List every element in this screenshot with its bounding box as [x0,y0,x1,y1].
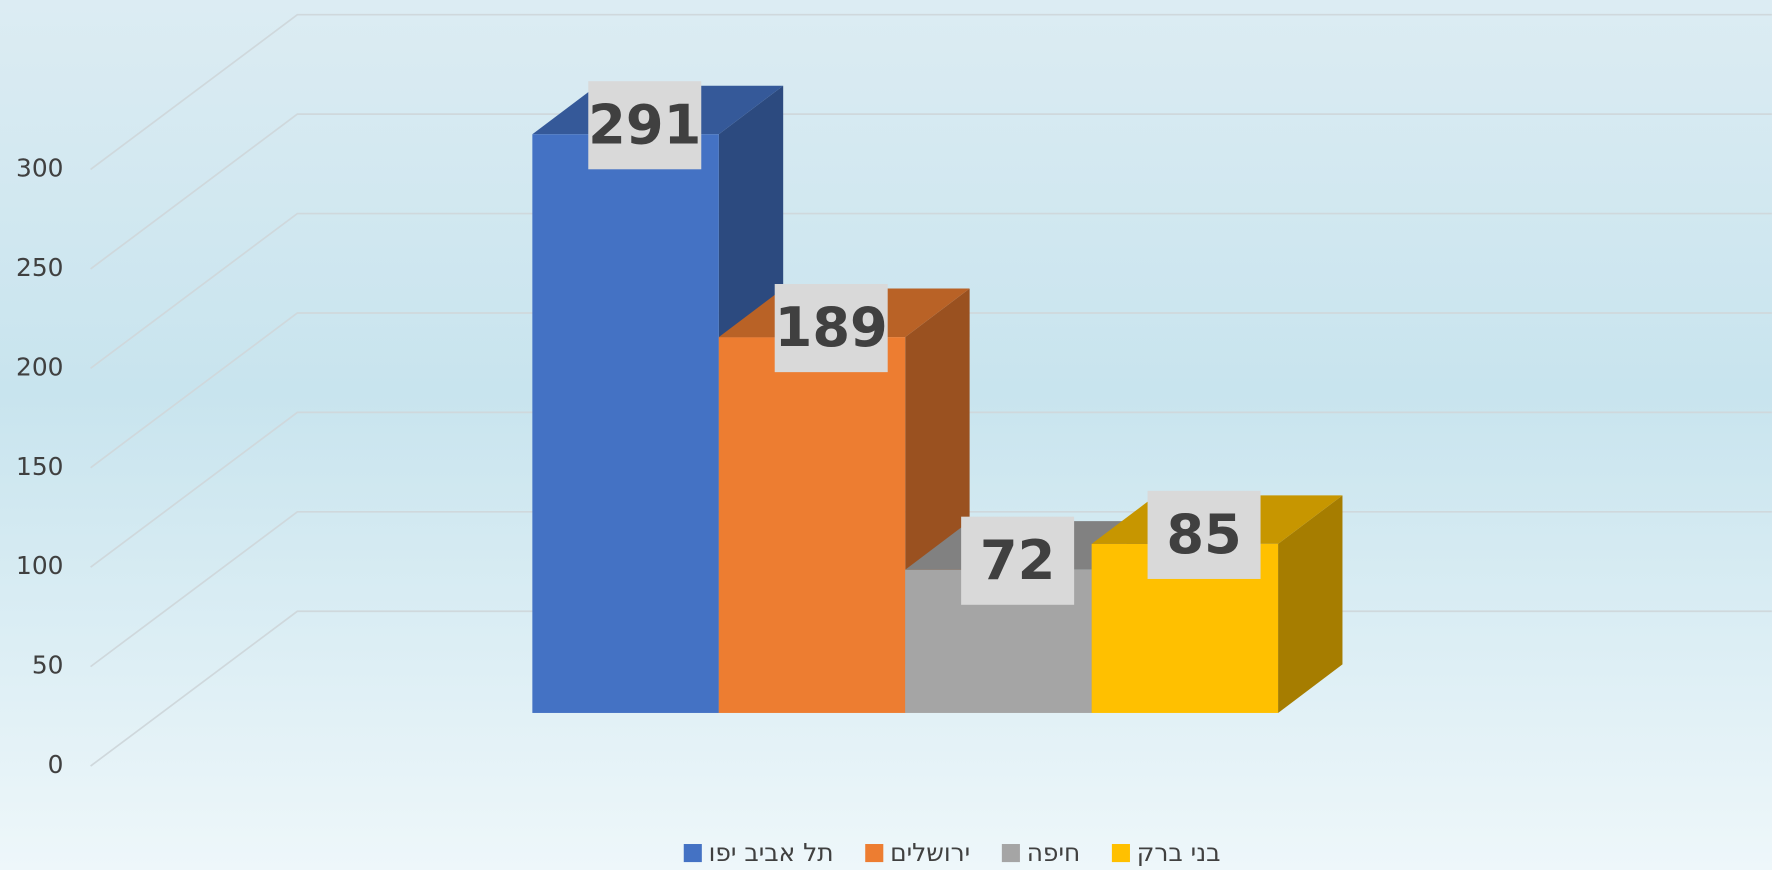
y-tick-label: 250 [16,253,63,282]
legend-label: תל אביב יפו [709,838,834,867]
data-label: 85 [1166,503,1241,566]
y-tick-label: 0 [48,750,64,779]
grid-line [91,15,1772,170]
legend-label: בני ברק [1137,838,1221,867]
legend-label: חיפה [1027,838,1081,867]
data-label: 72 [980,529,1055,592]
legend-label: ירושלים [890,838,970,867]
y-tick-label: 200 [16,352,63,381]
y-tick-label: 300 [16,153,63,182]
legend-swatch [1112,844,1130,862]
legend-swatch [865,844,883,862]
legend-swatch [1002,844,1020,862]
legend: תל אביב יפו ירושלים חיפה בני ברק [684,838,1221,867]
legend-swatch [684,844,702,862]
grid-line [91,114,1772,269]
y-tick-label: 150 [16,452,63,481]
data-label: 291 [588,93,701,156]
y-tick-label: 100 [16,551,63,580]
chart: 0 50 100 150 200 250 300 291 189 72 85 תל אביב יפו י… [0,0,1772,870]
bar-front [719,337,905,713]
data-label: 189 [775,296,888,359]
y-tick-label: 50 [32,651,64,680]
bar-front [532,134,718,713]
